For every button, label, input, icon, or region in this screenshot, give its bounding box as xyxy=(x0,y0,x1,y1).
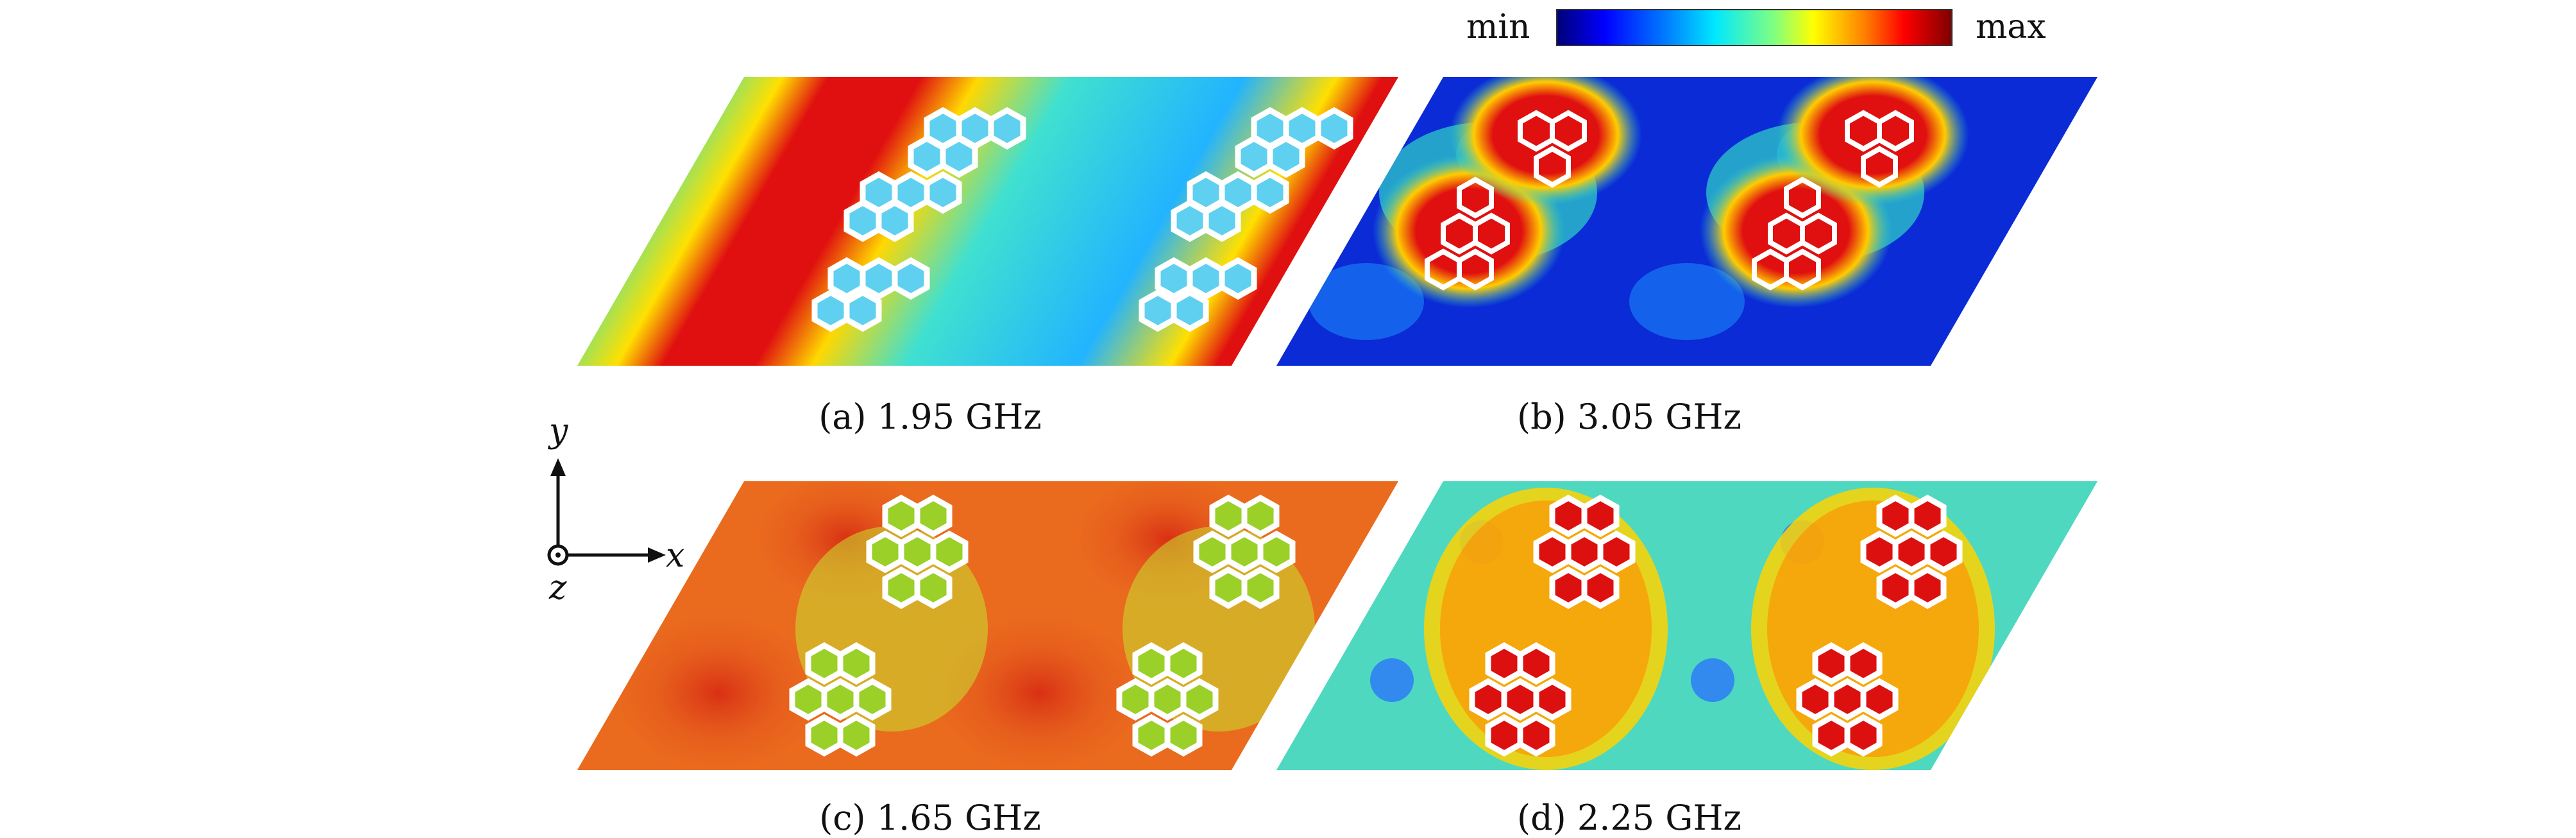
panel-c-field-map xyxy=(577,481,1398,770)
axis-label-z: z xyxy=(549,569,567,607)
caption-a: (a) 1.95 GHz xyxy=(818,397,1042,437)
panel-b-field-map xyxy=(1276,77,2097,366)
colorbar xyxy=(1556,9,1953,46)
panel-d-field-map xyxy=(1276,481,2097,770)
coordinate-axes-icon xyxy=(547,458,666,566)
colorbar-max-label: max xyxy=(1976,8,2046,46)
axis-label-x: x xyxy=(666,536,685,575)
axis-label-y: y xyxy=(549,412,568,450)
caption-b: (b) 3.05 GHz xyxy=(1517,397,1741,437)
caption-d: (d) 2.25 GHz xyxy=(1517,798,1741,838)
colorbar-min-label: min xyxy=(1466,8,1530,46)
caption-c: (c) 1.65 GHz xyxy=(819,798,1041,838)
